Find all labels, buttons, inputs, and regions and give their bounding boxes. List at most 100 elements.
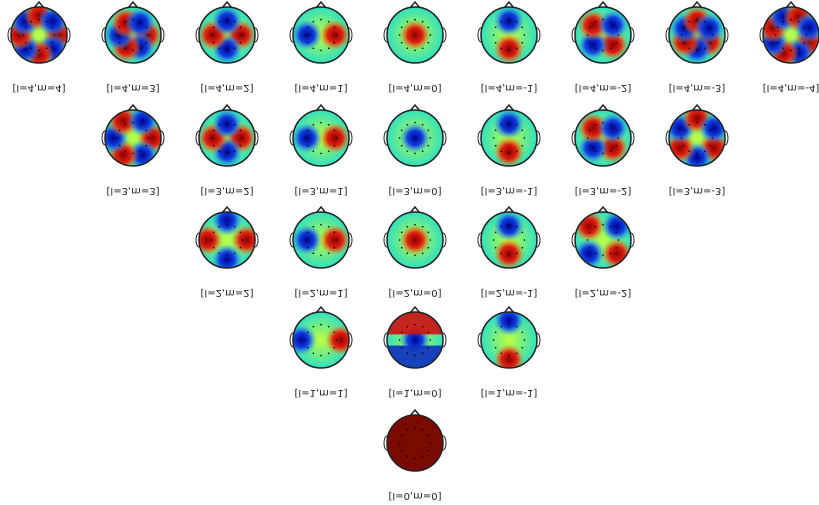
electrode [494,346,497,349]
pattern [105,110,161,166]
label: [l=2,m=1] [295,287,348,298]
electrode [588,144,591,147]
electrode [320,121,322,124]
blob [293,224,323,256]
blob [387,345,443,368]
electrode [24,26,27,29]
electrode [210,239,213,241]
head-outline [10,6,68,64]
electrode [414,457,416,460]
electrode [427,449,430,452]
head-outline [386,109,444,167]
electrode [515,20,518,23]
electrode [312,123,315,126]
electrode [508,223,510,226]
electrode [145,26,148,29]
electrode [594,123,597,126]
blob [124,7,156,39]
topomap: [l=4,m=-4] [759,0,819,93]
electrode [147,137,150,139]
electrode [333,246,336,249]
topomap: [l=2,m=1] [289,205,353,298]
electrode [500,225,503,228]
electrode [492,239,495,241]
electrode [210,137,213,139]
head-outline [762,6,819,64]
electrode [521,129,524,132]
topomap: [l=2,m=2] [195,205,259,298]
electrode [51,41,54,44]
electrode [327,20,330,23]
electrode [406,20,409,23]
electrode [421,252,424,255]
nose [503,305,515,314]
electrode [500,123,503,126]
electrode [239,26,242,29]
electrode [515,225,518,228]
topomap: [l=1,m=1] [289,305,353,398]
electrode [508,152,510,155]
electrode [494,144,497,147]
electrode [233,20,236,23]
topomap: [l=3,m=-1] [477,103,541,196]
nose [409,205,421,214]
pattern [387,212,443,268]
topomap: [l=2,m=-1] [477,205,541,298]
nose [597,0,609,9]
electrode [414,49,416,52]
electrode [414,18,416,21]
electrode [615,231,618,234]
electrode [429,339,432,341]
electrode [523,34,526,36]
electrode [333,231,336,234]
electrode [400,246,403,249]
label: [l=3,m=-3] [669,185,726,196]
electrode [38,49,40,52]
electrode [118,144,121,147]
electrode [304,239,307,241]
electrode [782,20,785,23]
nose [785,0,797,9]
electrode [500,47,503,50]
head-outline [104,109,162,167]
label: [l=4,m=-3] [669,82,726,93]
electrode [406,252,409,255]
electrode [406,352,409,355]
electrode [124,20,127,23]
pattern [11,7,67,63]
electrode [602,223,604,226]
electrode [500,252,503,255]
electrode [320,152,322,155]
electrode [508,323,510,326]
blob [319,19,349,51]
electrode [427,246,430,249]
pattern [575,212,631,268]
blob [493,110,525,140]
electrode [680,137,683,139]
blob [293,19,323,51]
electrode [414,354,416,357]
electrode [776,41,779,44]
electrode [500,20,503,23]
electrode [51,26,54,29]
blob [399,224,431,256]
pattern [105,7,161,63]
electrode [515,123,518,126]
electrode [682,41,685,44]
electrode [494,26,497,29]
nose [221,103,233,112]
nose [315,305,327,314]
electrode [709,129,712,132]
electrode [333,129,336,132]
electrode [22,34,25,36]
electrode [400,434,403,437]
blob [493,7,525,37]
electrode [602,121,604,124]
nose [127,103,139,112]
nose [597,205,609,214]
topomap: [l=4,m=-2] [571,0,635,93]
nose [597,103,609,112]
topomap: [l=4,m=2] [195,0,259,93]
electrode [320,254,322,257]
